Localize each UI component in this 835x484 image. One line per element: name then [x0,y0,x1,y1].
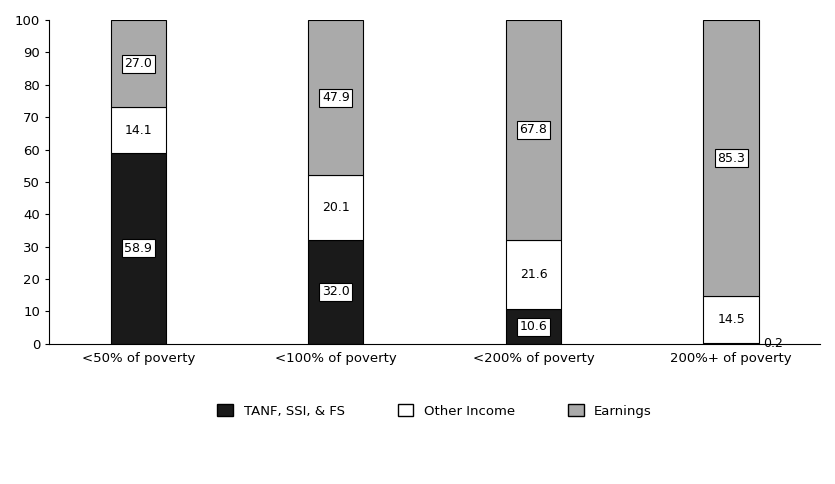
Text: 21.6: 21.6 [519,268,547,281]
Bar [703,343,759,344]
Text: 67.8: 67.8 [519,123,548,136]
Bar [308,20,363,175]
Bar [506,240,561,309]
Text: 32.0: 32.0 [322,286,350,299]
Bar [110,107,166,153]
Bar [110,153,166,344]
Text: 85.3: 85.3 [717,151,745,165]
Bar [308,240,363,344]
Bar [703,20,759,296]
Text: 14.1: 14.1 [124,124,152,137]
Bar [506,20,561,240]
Bar [308,175,363,240]
Legend: TANF, SSI, & FS, Other Income, Earnings: TANF, SSI, & FS, Other Income, Earnings [212,399,657,423]
Text: 14.5: 14.5 [717,313,745,326]
Text: 47.9: 47.9 [322,91,350,104]
Text: 20.1: 20.1 [322,201,350,214]
Bar [110,20,166,107]
Bar [703,296,759,343]
Text: 0.2: 0.2 [762,337,782,350]
Text: 10.6: 10.6 [519,320,547,333]
Text: 27.0: 27.0 [124,57,152,70]
Bar [506,309,561,344]
Text: 58.9: 58.9 [124,242,152,255]
